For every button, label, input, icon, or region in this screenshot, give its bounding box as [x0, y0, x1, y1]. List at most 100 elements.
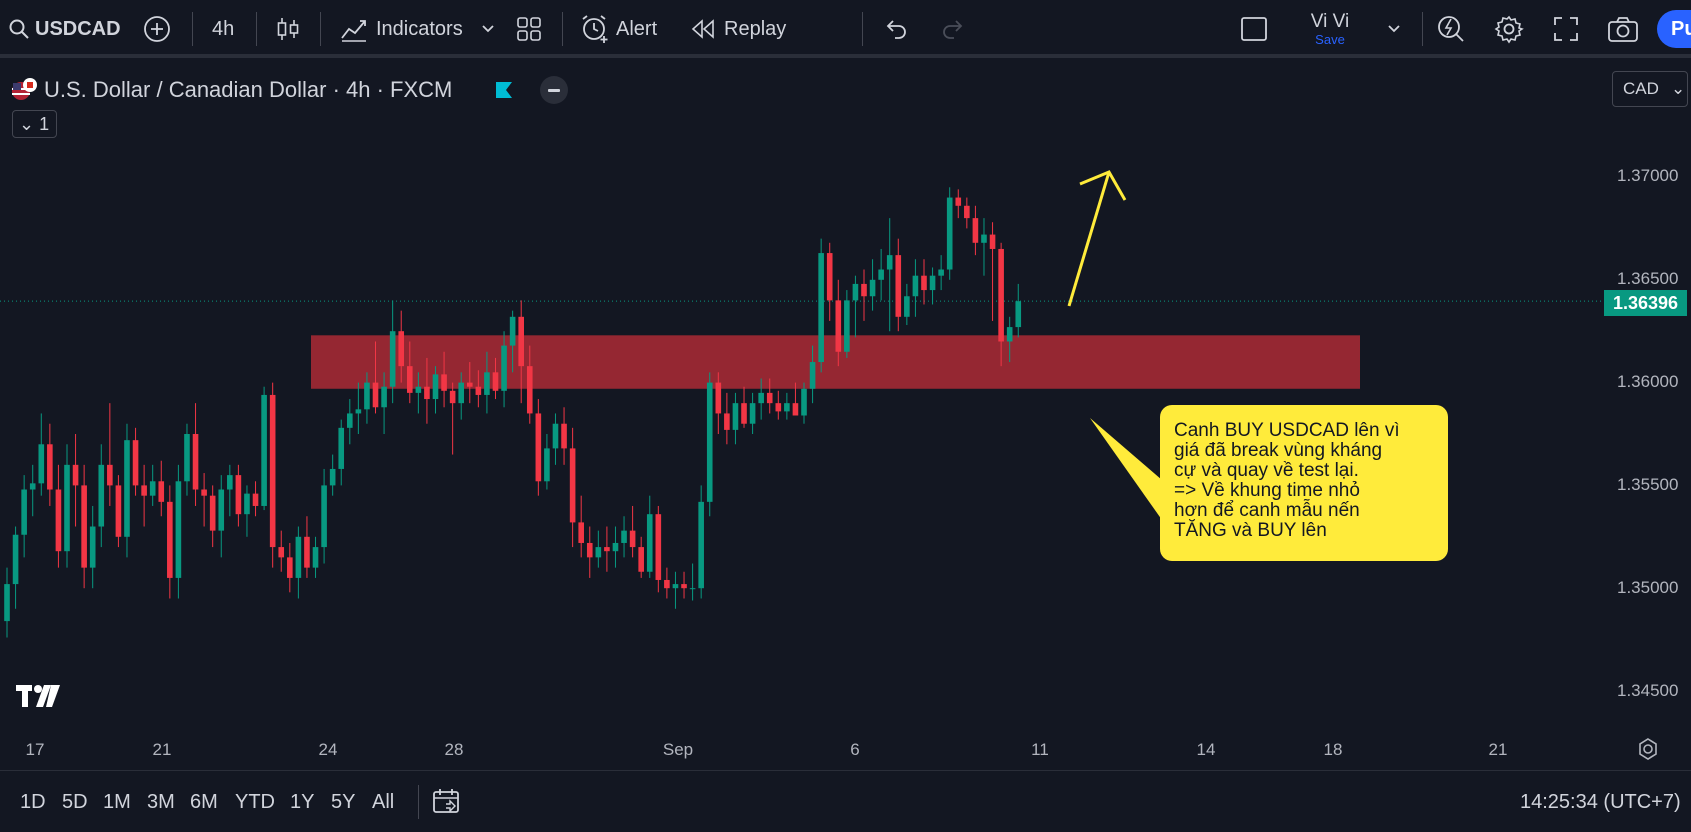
candle [415, 372, 422, 414]
indicators-dropdown[interactable] [480, 10, 496, 48]
candle [329, 454, 336, 496]
range-6m[interactable]: 6M [190, 791, 218, 813]
candle [578, 495, 584, 558]
candle [912, 259, 919, 317]
candle-body [886, 255, 893, 270]
callout-annotation[interactable]: Canh BUY USDCAD lên vì giá đã break vùng… [1160, 405, 1448, 561]
candle [664, 567, 670, 599]
layout-button[interactable] [516, 10, 542, 48]
quick-search-button[interactable] [1436, 10, 1466, 48]
candle [295, 526, 302, 599]
candle [586, 526, 593, 578]
candle-body [209, 495, 216, 531]
callout-line: => Về khung time nhỏ [1174, 480, 1360, 501]
collapse-legend-button[interactable] [540, 76, 568, 104]
price-chart[interactable] [0, 62, 1691, 832]
candle-body [252, 493, 259, 506]
range-1d[interactable]: 1D [20, 791, 46, 813]
gear-icon [1636, 738, 1660, 765]
candle-body [192, 434, 199, 490]
candle-body [724, 413, 730, 430]
candle-body [29, 483, 36, 490]
gear-icon [1494, 14, 1524, 44]
select-box-button[interactable] [1240, 10, 1268, 48]
undo-icon [883, 18, 909, 40]
candle [886, 218, 893, 332]
toolbar-divider [320, 12, 321, 46]
indicators-toggle[interactable]: ⌄ 1 [12, 110, 57, 138]
indicators-label: Indicators [376, 17, 463, 40]
candle [441, 351, 447, 408]
candle-body [141, 485, 147, 496]
interval-button[interactable]: 4h [212, 17, 235, 40]
candle-body [989, 234, 996, 249]
candle [38, 413, 45, 496]
candle-body [698, 501, 704, 589]
candle-body [124, 440, 130, 537]
candle-body [12, 534, 19, 585]
candle [209, 485, 216, 548]
candle-body [809, 362, 816, 389]
chart-type-button[interactable] [276, 10, 300, 48]
settings-button[interactable] [1494, 10, 1524, 48]
fullscreen-icon [1552, 15, 1580, 43]
candle-body [107, 464, 113, 486]
compare-button[interactable] [143, 10, 171, 48]
candle [784, 392, 790, 420]
time-axis-settings-button[interactable] [1636, 737, 1660, 766]
candle-body [261, 394, 267, 506]
save-label: Save [1315, 31, 1345, 47]
replay-button[interactable]: Replay [690, 10, 786, 48]
range-3m[interactable]: 3M [147, 791, 175, 813]
candle [544, 434, 550, 490]
publish-button[interactable]: Pu [1657, 10, 1691, 48]
candle-body [638, 547, 644, 572]
symbol-search[interactable]: USDCAD [8, 10, 121, 48]
fullscreen-button[interactable] [1552, 10, 1580, 48]
candle-body [312, 547, 319, 568]
range-ytd[interactable]: YTD [235, 791, 275, 813]
candle [12, 526, 19, 609]
candle-body [55, 489, 62, 552]
candle-body [544, 448, 550, 482]
candle-body [321, 485, 327, 548]
currency-select[interactable]: CAD ⌄ [1612, 71, 1688, 107]
candle-body [998, 248, 1004, 342]
clock-timezone[interactable]: 14:25:34 (UTC+7) [1520, 791, 1681, 813]
range-all[interactable]: All [372, 791, 395, 813]
candle-body [149, 481, 156, 496]
candle-body [586, 542, 593, 558]
candle [55, 464, 62, 568]
alert-button[interactable]: Alert [580, 10, 657, 48]
snapshot-button[interactable] [1607, 10, 1639, 48]
candle-body [955, 197, 962, 206]
price-axis-label: 1.36500 [1617, 269, 1679, 288]
candle-body [381, 386, 387, 408]
range-5y[interactable]: 5Y [331, 791, 356, 813]
goto-date-button[interactable] [432, 787, 462, 820]
range-5d[interactable]: 5D [62, 791, 88, 813]
candle-body [964, 205, 970, 219]
time-axis-label: 14 [1196, 740, 1216, 759]
range-1m[interactable]: 1M [103, 791, 131, 813]
candle [321, 468, 327, 564]
candle [124, 423, 130, 558]
range-1y[interactable]: 1Y [290, 791, 315, 813]
candle-body [441, 374, 447, 391]
layout-dropdown[interactable] [1386, 10, 1402, 48]
redo-button[interactable] [940, 10, 966, 48]
candle [749, 392, 756, 434]
candle-body [818, 253, 824, 363]
trend-arrow-head [1079, 170, 1127, 201]
candle-body [167, 501, 173, 578]
indicators-button[interactable]: Indicators [340, 10, 463, 48]
candle-body [415, 386, 422, 393]
layout-save-button[interactable]: Vi Vi Save [1300, 10, 1360, 48]
candle-body [227, 475, 233, 490]
undo-button[interactable] [883, 10, 909, 48]
candle-body [861, 283, 867, 297]
candle [372, 341, 379, 414]
toolbar-divider [562, 12, 563, 46]
candle [278, 530, 285, 572]
candle [612, 526, 619, 568]
